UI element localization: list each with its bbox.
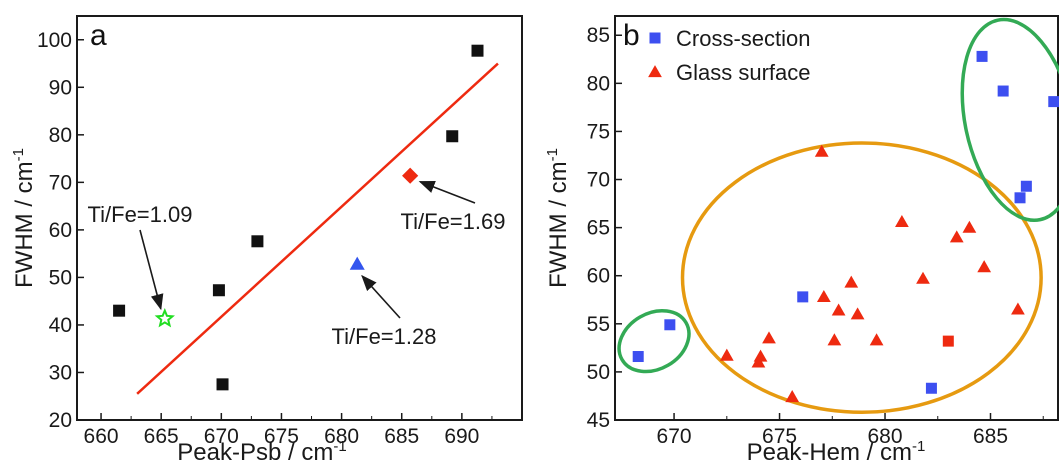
y-tick-label-a: 80: [49, 124, 72, 147]
data-point-star: [154, 308, 175, 328]
y-tick-label-a: 30: [49, 361, 72, 384]
grouping-ellipse: [960, 17, 1059, 222]
x-tick-label-b: 680: [867, 425, 902, 448]
data-point-triangle: [850, 307, 865, 320]
fit-line: [136, 62, 499, 395]
y-tick-label-b: 85: [587, 24, 610, 47]
y-axis-label-b: FWHM / cm-1: [544, 148, 572, 288]
x-tick-label-b: 685: [973, 425, 1008, 448]
annotation-arrow: [139, 229, 164, 311]
data-point-triangle: [719, 348, 734, 361]
data-point-triangle: [916, 271, 930, 284]
x-tick-label-a: 670: [204, 425, 239, 448]
data-point-square: [925, 382, 937, 394]
data-point-triangle: [816, 290, 831, 303]
legend: Cross-section Glass surface: [648, 26, 811, 85]
x-tick-label-a: 660: [84, 425, 119, 448]
y-tick-label-b: 65: [587, 217, 610, 240]
data-point-square: [113, 304, 126, 317]
y-tick-label-a: 90: [49, 76, 72, 99]
y-tick-label-b: 75: [587, 120, 610, 143]
x-tick-label-a: 680: [324, 425, 359, 448]
legend-label: Cross-section: [676, 26, 810, 51]
data-point-diamond: [402, 167, 419, 184]
annotation-arrow: [418, 180, 476, 204]
plot-frame-b: [614, 15, 1059, 421]
y-tick-label-a: 100: [37, 29, 72, 52]
panel-label-a: a: [90, 19, 107, 52]
data-point-triangle: [785, 390, 800, 403]
x-tick-label-a: 665: [144, 425, 179, 448]
y-tick-label-b: 60: [587, 265, 610, 288]
y-tick-label-a: 60: [49, 219, 72, 242]
y-axis-label-a: FWHM / cm-1: [10, 148, 38, 288]
y-tick-label-a: 20: [49, 409, 72, 432]
data-point-square: [942, 335, 954, 347]
data-point-square: [1020, 180, 1032, 192]
grouping-ellipse: [680, 141, 1043, 415]
y-tick-label-b: 50: [587, 361, 610, 384]
data-point-triangle: [827, 333, 842, 346]
data-point-triangle: [762, 331, 776, 344]
data-point-square: [664, 319, 676, 331]
panel-label-b: b: [623, 19, 640, 52]
x-tick-label-a: 685: [384, 425, 419, 448]
data-point-triangle: [753, 349, 768, 362]
y-tick-label-b: 80: [587, 72, 610, 95]
data-point-square: [632, 351, 644, 363]
legend-marker: [648, 65, 662, 78]
data-point-square: [216, 378, 229, 391]
panel-b: 670 675 680 685 45 50 55 60 65 70 75 80 85 Cross-sec…: [544, 15, 1059, 466]
data-point-square: [212, 284, 225, 297]
data-point-triangle: [814, 144, 829, 157]
data-point-triangle: [977, 260, 992, 273]
annotation-text: Ti/Fe=1.69: [401, 209, 506, 234]
data-point-triangle: [1011, 302, 1025, 315]
data-point-square: [797, 291, 809, 303]
panel-a: 660 665 670 675 680 685 690 20 30 40 50 60 70 80 90 100…: [10, 15, 523, 466]
data-point-square: [446, 130, 459, 143]
data-point-square: [997, 85, 1009, 97]
legend-marker: [649, 32, 661, 44]
x-tick-label-a: 675: [264, 425, 299, 448]
y-tick-label-b: 45: [587, 409, 610, 432]
annotation-arrow: [361, 274, 401, 319]
y-tick-label-a: 50: [49, 266, 72, 289]
annotation-text: Ti/Fe=1.28: [332, 324, 437, 349]
data-point-triangle: [349, 256, 365, 270]
x-tick-label-b: 670: [657, 425, 692, 448]
data-point-triangle: [869, 333, 884, 346]
y-tick-label-a: 70: [49, 171, 72, 194]
data-point-square: [251, 235, 264, 248]
data-point-square: [1014, 192, 1026, 204]
legend-label: Glass surface: [676, 60, 811, 85]
x-axis-label-b: Peak-Hem / cm-1: [747, 438, 926, 466]
data-point-triangle: [962, 220, 977, 233]
x-axis-label-a: Peak-Psb / cm-1: [177, 438, 346, 466]
data-point-square: [471, 44, 484, 57]
grouping-ellipse: [617, 308, 691, 374]
x-tick-label-a: 690: [444, 425, 479, 448]
data-point-square: [1048, 96, 1059, 108]
data-point-triangle: [831, 303, 846, 316]
data-point-square: [976, 50, 988, 62]
y-tick-label-b: 70: [587, 169, 610, 192]
data-point-triangle: [895, 214, 909, 228]
data-point-triangle: [949, 230, 964, 243]
x-tick-label-b: 675: [762, 425, 797, 448]
data-point-triangle: [844, 275, 859, 288]
y-tick-label-a: 40: [49, 314, 72, 337]
annotation-text: Ti/Fe=1.09: [88, 202, 193, 227]
y-tick-label-b: 55: [587, 313, 610, 336]
plot-frame-a: [76, 15, 523, 421]
